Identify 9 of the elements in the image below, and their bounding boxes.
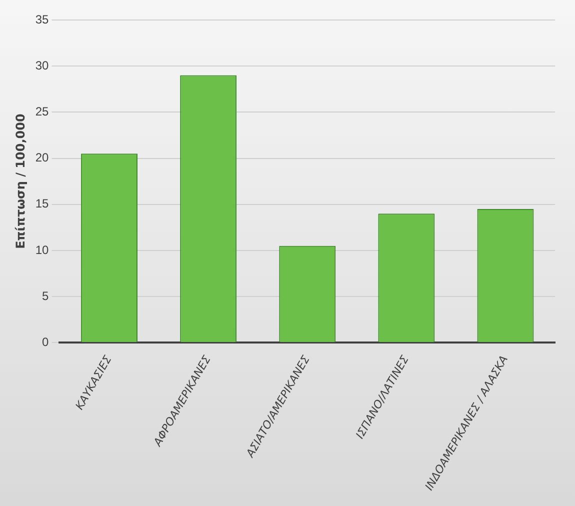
y-tick-label: 30 bbox=[35, 58, 50, 72]
y-tick-label: 20 bbox=[35, 150, 50, 165]
y-tick-label: 15 bbox=[35, 196, 50, 211]
y-tick-label: 0 bbox=[42, 334, 50, 349]
y-tick-label: 10 bbox=[35, 242, 50, 257]
y-tick-label: 5 bbox=[42, 288, 50, 303]
y-axis-title: Επίπτωση / 100,000 bbox=[13, 114, 28, 249]
y-tick-label: 35 bbox=[35, 12, 50, 26]
y-tick-label: 25 bbox=[35, 104, 50, 118]
